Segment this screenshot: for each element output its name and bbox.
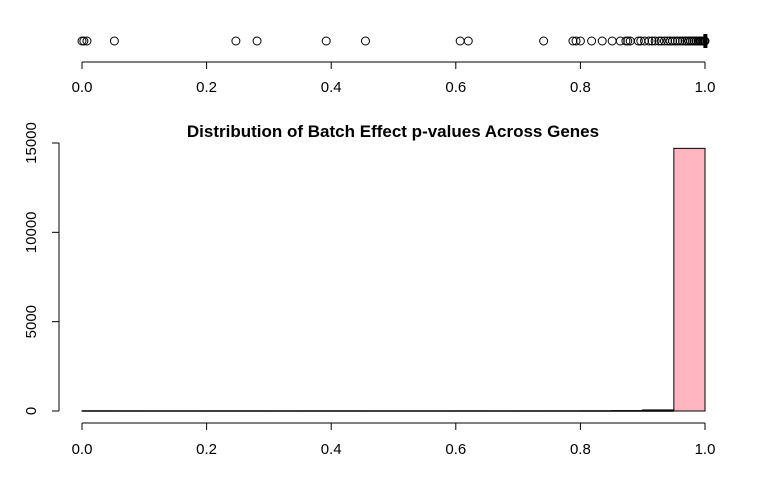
boxplot-panel: 0.0 0.2 0.4 0.6 0.8 1.0	[72, 34, 716, 96]
histogram-bars	[81, 147, 706, 412]
outlier-point	[463, 36, 473, 46]
x-tick-label: 0.6	[445, 441, 466, 458]
y-tick-label: 15000	[23, 122, 40, 164]
outlier-point	[252, 36, 262, 46]
histogram-y-axis: 0 5000 10000 15000	[23, 122, 60, 415]
y-tick-label: 0	[23, 407, 40, 415]
outlier-point	[633, 36, 643, 46]
outlier-point	[231, 36, 241, 46]
outlier-point	[650, 36, 660, 46]
histogram-x-axis: 0.0 0.2 0.4 0.6 0.8 1.0	[72, 422, 716, 458]
boxplot-box	[703, 34, 708, 48]
outlier-point	[607, 36, 617, 46]
outlier-point	[675, 36, 685, 46]
outlier-point	[644, 36, 654, 46]
x-tick-label: 1.0	[695, 441, 716, 458]
outlier-point	[647, 36, 657, 46]
outlier-point	[321, 36, 331, 46]
outlier-point	[571, 36, 581, 46]
outlier-point	[109, 36, 119, 46]
y-tick-label: 5000	[23, 305, 40, 338]
outlier-point	[568, 36, 578, 46]
x-tick-label: 0.6	[445, 79, 466, 96]
x-tick-label: 0.0	[72, 441, 93, 458]
outlier-point	[623, 36, 633, 46]
outlier-point	[615, 36, 625, 46]
chart-title: Distribution of Batch Effect p-values Ac…	[187, 122, 599, 141]
outlier-point	[656, 36, 666, 46]
outlier-point	[455, 36, 465, 46]
x-tick-label: 0.8	[570, 441, 591, 458]
x-tick-label: 0.0	[72, 79, 93, 96]
x-tick-label: 0.2	[196, 441, 217, 458]
outlier-point	[360, 36, 370, 46]
x-tick-label: 0.4	[321, 79, 342, 96]
y-tick-label: 10000	[23, 211, 40, 253]
outlier-point	[673, 36, 683, 46]
outlier-point	[539, 36, 549, 46]
x-tick-label: 1.0	[695, 79, 716, 96]
histogram-panel: Distribution of Batch Effect p-values Ac…	[23, 122, 715, 458]
boxplot-x-axis: 0.0 0.2 0.4 0.6 0.8 1.0	[72, 61, 716, 96]
outlier-point	[82, 36, 92, 46]
histogram-bar	[673, 147, 706, 412]
outlier-point	[587, 36, 597, 46]
outlier-point	[663, 36, 673, 46]
outlier-point	[668, 36, 678, 46]
outlier-point	[654, 36, 664, 46]
outlier-point	[665, 36, 675, 46]
outlier-point	[79, 36, 89, 46]
outlier-point	[670, 36, 680, 46]
outlier-point	[597, 36, 607, 46]
x-tick-label: 0.4	[321, 441, 342, 458]
x-tick-label: 0.2	[196, 79, 217, 96]
outlier-point	[640, 36, 650, 46]
outlier-point	[575, 36, 585, 46]
outlier-points	[77, 36, 710, 46]
x-tick-label: 0.8	[570, 79, 591, 96]
